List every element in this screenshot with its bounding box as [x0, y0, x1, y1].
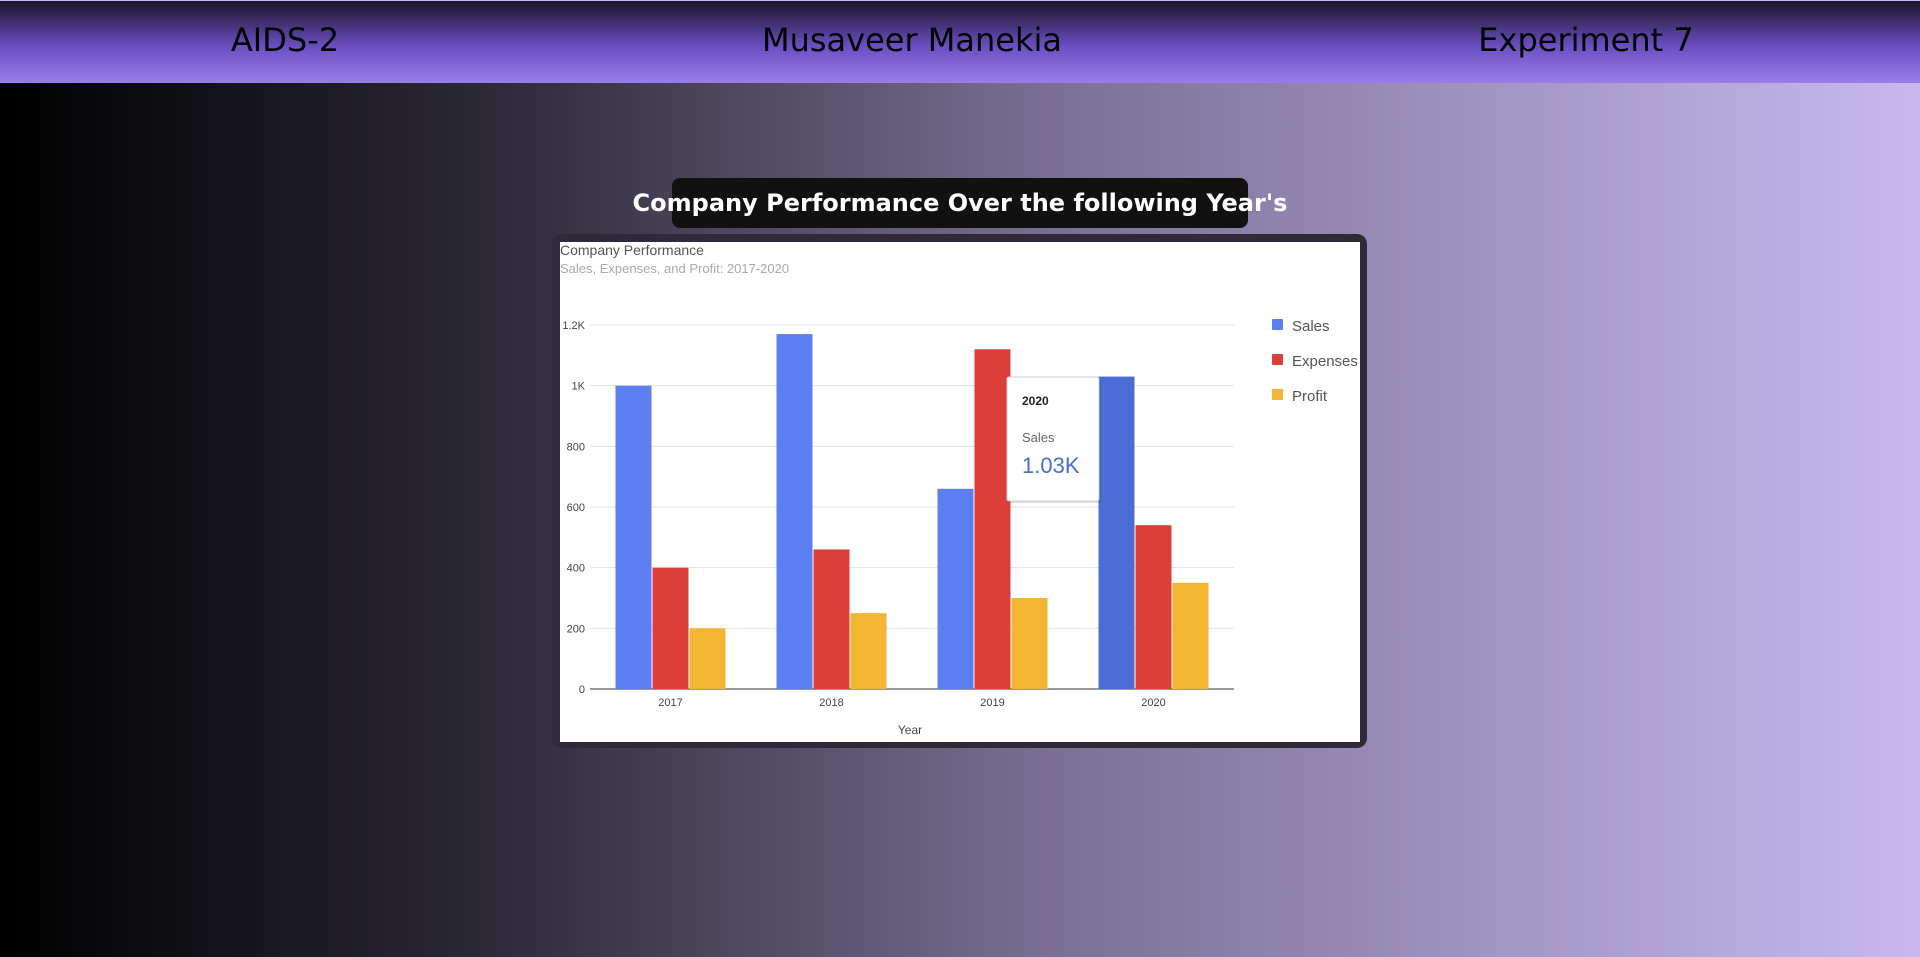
x-tick-label: 2019 — [980, 697, 1004, 709]
author-name: Musaveer Manekia — [761, 21, 1063, 59]
y-tick-label: 600 — [567, 502, 585, 514]
experiment-label: Experiment 7 — [1478, 21, 1694, 59]
bar-sales-2020[interactable] — [1098, 376, 1135, 689]
y-tick-label: 0 — [579, 684, 585, 696]
y-tick-label: 200 — [567, 623, 585, 635]
bar-profit-2018[interactable] — [850, 613, 887, 689]
x-tick-label: 2020 — [1141, 697, 1165, 709]
tooltip-box — [1006, 376, 1100, 502]
x-axis: 2017 2018 2019 2020 — [658, 697, 1165, 709]
bar-expenses-2017[interactable] — [652, 567, 689, 689]
page-title: Company Performance Over the following Y… — [633, 178, 1287, 228]
y-tick-label: 1K — [572, 381, 586, 393]
tooltip-series: Sales — [1022, 430, 1055, 445]
y-tick-label: 800 — [567, 441, 585, 453]
legend-swatch — [1272, 354, 1283, 365]
bar-expenses-2018[interactable] — [813, 549, 850, 689]
bar-sales-2019[interactable] — [937, 488, 974, 689]
bar-profit-2019[interactable] — [1011, 598, 1048, 689]
tooltip-value: 1.03K — [1022, 453, 1080, 478]
chart-tooltip: 2020 Sales 1.03K — [1006, 376, 1101, 503]
bar-expenses-2020[interactable] — [1135, 525, 1172, 689]
legend-swatch — [1272, 389, 1283, 400]
legend-label[interactable]: Expenses — [1292, 353, 1358, 370]
chart-legend: Sales Expenses Profit — [1272, 318, 1358, 405]
bar-sales-2017[interactable] — [615, 385, 652, 689]
bar-profit-2020[interactable] — [1172, 582, 1209, 689]
legend-swatch — [1272, 319, 1283, 330]
chart-panel: Company Performance Sales, Expenses, and… — [560, 242, 1360, 742]
bar-profit-2017[interactable] — [689, 628, 726, 689]
legend-label[interactable]: Sales — [1292, 318, 1330, 335]
bar-expenses-2019[interactable] — [974, 349, 1011, 689]
course-label: AIDS-2 — [230, 21, 340, 59]
bar-chart: Company Performance Sales, Expenses, and… — [560, 242, 1358, 737]
x-tick-label: 2018 — [819, 697, 843, 709]
y-tick-label: 1.2K — [562, 320, 585, 332]
y-tick-label: 400 — [567, 563, 585, 575]
tooltip-category: 2020 — [1022, 394, 1049, 408]
chart-subtitle: Sales, Expenses, and Profit: 2017-2020 — [560, 261, 789, 276]
bar-sales-2018[interactable] — [776, 334, 813, 689]
page-header: AIDS-2 Musaveer Manekia Experiment 7 — [0, 0, 1920, 83]
legend-label[interactable]: Profit — [1292, 388, 1328, 405]
y-axis: 0 200 400 600 800 1K 1.2K — [562, 320, 585, 696]
chart-title: Company Performance — [560, 242, 704, 258]
chart-bars — [615, 334, 1209, 689]
x-axis-title: Year — [898, 723, 922, 737]
x-tick-label: 2017 — [658, 697, 682, 709]
